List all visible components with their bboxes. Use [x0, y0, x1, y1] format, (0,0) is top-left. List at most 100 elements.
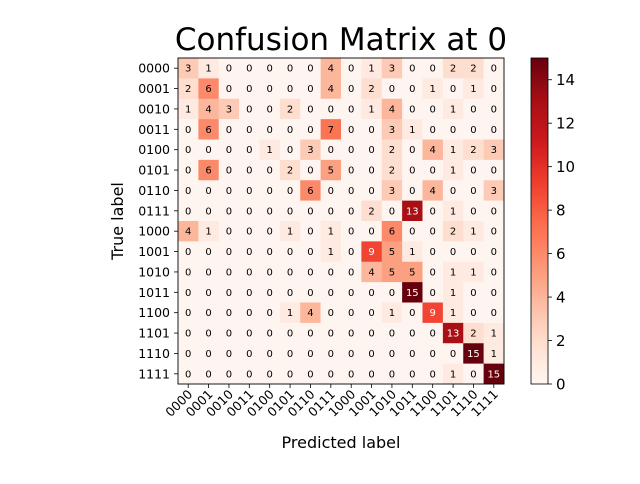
cell-value-label: 0 — [246, 104, 252, 115]
heatmap-cell — [239, 119, 260, 140]
heatmap-cell — [198, 58, 220, 79]
cell-value-label: 0 — [287, 288, 293, 299]
cell-value-label: 0 — [267, 247, 273, 258]
heatmap-cell — [361, 200, 383, 222]
heatmap-cell — [218, 200, 240, 222]
cell-value-label: 0 — [307, 125, 313, 136]
cell-value-label: 0 — [205, 329, 211, 340]
cell-value-label: 2 — [389, 166, 395, 177]
cell-value-label: 0 — [226, 145, 232, 156]
cell-value-label: 0 — [226, 349, 232, 360]
cell-value-label: 0 — [409, 329, 415, 340]
cell-value-label: 0 — [246, 288, 252, 299]
cell-value-label: 0 — [368, 288, 374, 299]
colorbar-tick-label: 12 — [556, 115, 575, 133]
heatmap-cell — [341, 159, 362, 181]
heatmap-cell — [463, 261, 484, 283]
heatmap-cell — [483, 261, 505, 283]
heatmap-cell — [381, 139, 403, 161]
heatmap-cell — [402, 139, 423, 161]
heatmap-cell — [442, 282, 464, 303]
cell-value-label: 0 — [267, 84, 273, 95]
heatmap-cell — [239, 139, 260, 161]
cell-value-label: 0 — [226, 206, 232, 217]
cell-value-label: 0 — [226, 267, 232, 278]
heatmap-cell — [259, 282, 281, 303]
heatmap-cell — [341, 322, 362, 344]
cell-value-label: 0 — [409, 369, 415, 380]
heatmap-cell — [218, 261, 240, 283]
heatmap-cell — [381, 159, 403, 181]
cell-value-label: 0 — [246, 267, 252, 278]
heatmap-cell — [463, 200, 484, 222]
cell-value-label: 0 — [348, 104, 354, 115]
cell-value-label: 2 — [470, 64, 476, 75]
heatmap-cell — [422, 363, 444, 385]
cell-value-label: 0 — [409, 227, 415, 238]
heatmap-cell — [463, 180, 484, 201]
cell-value-label: 0 — [430, 267, 436, 278]
cell-value-label: 0 — [348, 267, 354, 278]
cell-value-label: 0 — [205, 267, 211, 278]
cell-value-label: 1 — [287, 227, 293, 238]
cell-value-label: 1 — [450, 206, 456, 217]
heatmap-cell — [259, 58, 281, 79]
y-tick-label: 1001 — [138, 244, 170, 259]
y-tick-label: 0101 — [138, 163, 170, 178]
heatmap-cell — [300, 98, 321, 120]
cell-value-label: 13 — [406, 206, 419, 217]
heatmap-cell — [178, 98, 199, 120]
cell-value-label: 0 — [348, 227, 354, 238]
heatmap-cell — [198, 180, 220, 201]
colorbar — [530, 57, 549, 385]
cell-value-label: 0 — [307, 288, 313, 299]
cell-value-label: 0 — [368, 329, 374, 340]
heatmap-cell — [361, 98, 383, 120]
heatmap-cell — [381, 58, 403, 79]
heatmap-cell — [463, 241, 484, 263]
cell-value-label: 0 — [348, 145, 354, 156]
heatmap-cell — [198, 221, 220, 242]
heatmap-cell — [239, 159, 260, 181]
y-tick-label: 0010 — [138, 101, 170, 116]
colorbar-tick-label: 10 — [556, 158, 575, 176]
heatmap-cell — [239, 221, 260, 242]
cell-value-label: 0 — [205, 349, 211, 360]
heatmap-cell — [198, 302, 220, 324]
cell-value-label: 1 — [389, 308, 395, 319]
cell-value-label: 0 — [267, 267, 273, 278]
heatmap-cell — [463, 139, 484, 161]
cell-value-label: 0 — [205, 145, 211, 156]
cell-value-label: 1 — [450, 369, 456, 380]
heatmap-cell — [239, 78, 260, 100]
cell-value-label: 0 — [307, 369, 313, 380]
cell-value-label: 0 — [226, 288, 232, 299]
heatmap-cell — [259, 180, 281, 201]
heatmap-cell — [483, 200, 505, 222]
heatmap-cell — [422, 78, 444, 100]
cell-value-label: 0 — [328, 288, 334, 299]
heatmap-cell — [483, 221, 505, 242]
cell-value-label: 1 — [450, 166, 456, 177]
heatmap-cell — [422, 241, 444, 263]
heatmap-cell — [259, 322, 281, 344]
heatmap-cell — [483, 159, 505, 181]
heatmap-cell — [381, 180, 403, 201]
cell-value-label: 0 — [267, 125, 273, 136]
colorbar-tick-label: 14 — [556, 71, 575, 89]
cell-value-label: 0 — [328, 308, 334, 319]
heatmap-cell — [218, 241, 240, 263]
cell-value-label: 0 — [491, 125, 497, 136]
cell-value-label: 1 — [491, 349, 497, 360]
heatmap-cell — [341, 241, 362, 263]
heatmap-cell — [463, 282, 484, 303]
heatmap-cell — [320, 261, 342, 283]
heatmap-cell — [178, 200, 199, 222]
cell-value-label: 4 — [307, 308, 313, 319]
cell-value-label: 0 — [307, 267, 313, 278]
cell-value-label: 0 — [226, 166, 232, 177]
cell-value-label: 6 — [389, 227, 395, 238]
heatmap-cell — [341, 180, 362, 201]
heatmap-cell — [442, 98, 464, 120]
heatmap-cell — [361, 180, 383, 201]
